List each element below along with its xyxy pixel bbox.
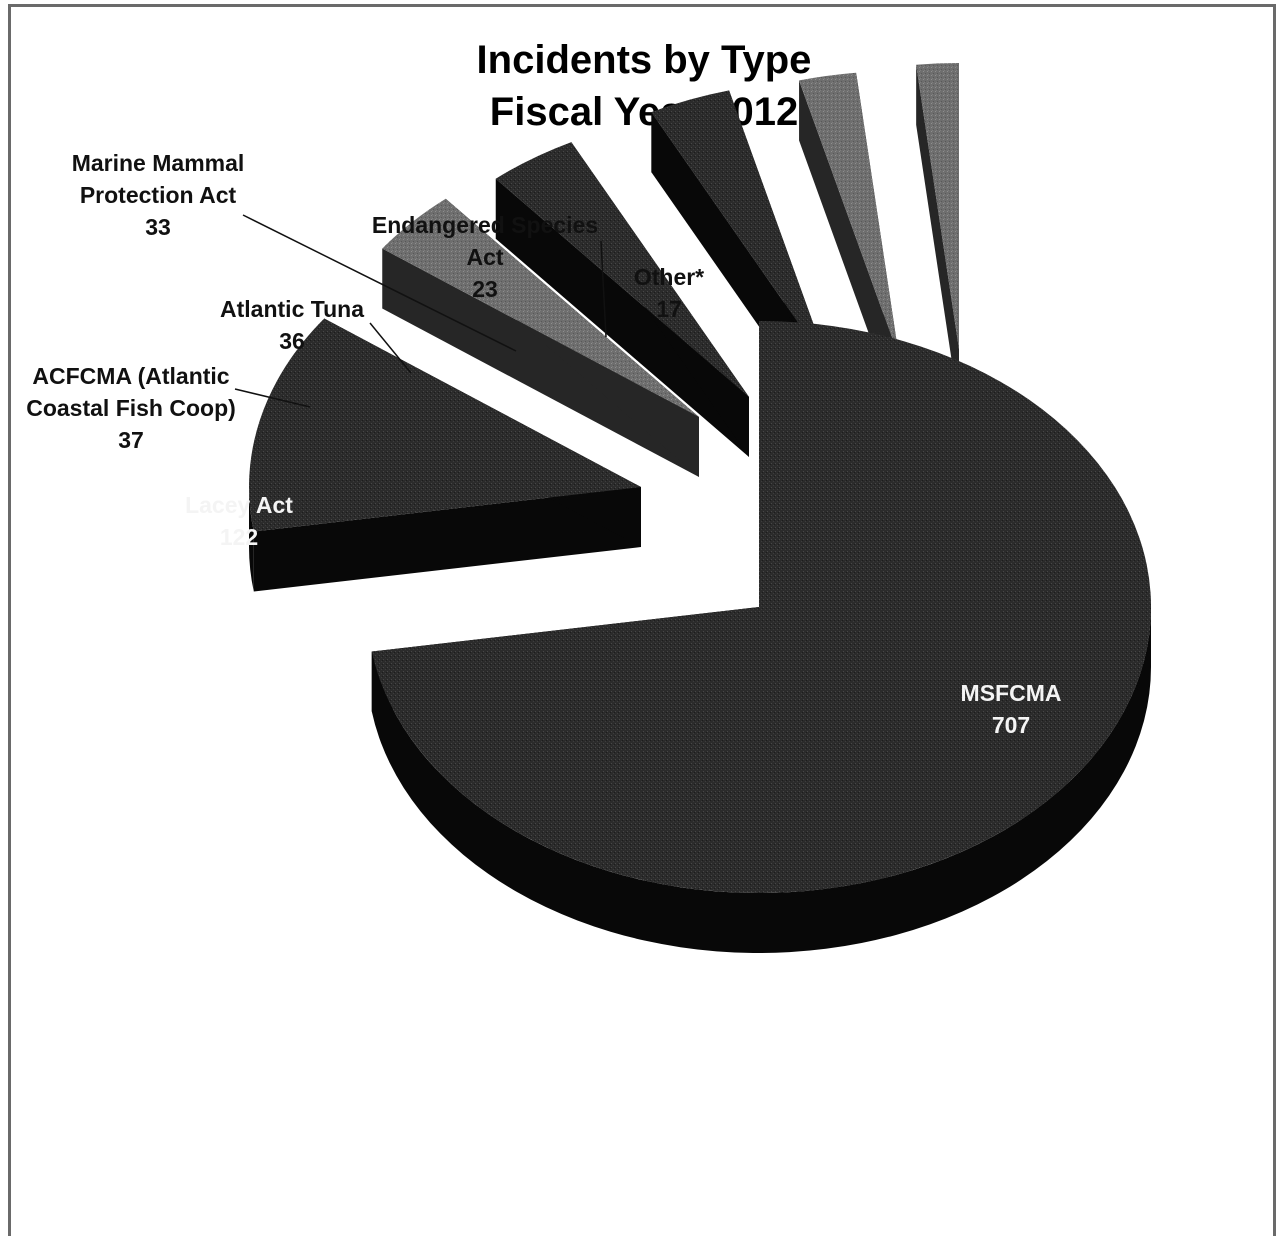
pie-slice-top	[799, 72, 899, 357]
slice-name-label: Endangered Species	[372, 212, 598, 238]
slice-name-label: Atlantic Tuna	[220, 296, 364, 322]
slice-value-label: 707	[992, 712, 1030, 738]
chart-frame: Incidents by Type Fiscal Year 2012 MSFCM…	[8, 4, 1276, 1236]
slice-value-label: 122	[220, 524, 258, 550]
leader-line	[234, 388, 311, 408]
pie-slice-top	[495, 142, 749, 397]
pie-slice-top	[249, 318, 641, 532]
pie-slice	[382, 198, 699, 477]
pie-slice-side	[371, 607, 1152, 954]
pie-slice	[916, 62, 959, 410]
slice-labels: MSFCMA 707 Lacey Act 122 ACFCMA (Atlantic Coa…	[26, 150, 1061, 738]
pie-slice	[371, 321, 1152, 954]
pie-slice-face	[799, 80, 899, 418]
chart-title-line-2: Fiscal Year 2012	[490, 90, 798, 134]
slice-name-label: MSFCMA	[961, 680, 1062, 706]
leader-line	[600, 240, 607, 338]
pie-slice-face	[916, 64, 959, 410]
slice-value-label: 37	[118, 427, 144, 453]
slice-name-label: Marine Mammal	[72, 150, 245, 176]
leader-line	[369, 322, 412, 374]
pie-slice-face	[382, 248, 699, 477]
slice-value-label: 33	[145, 214, 171, 240]
pie-slices	[249, 62, 1152, 954]
pie-slice-top	[382, 198, 699, 417]
pie-slice	[799, 72, 899, 418]
pie-slice-top	[371, 321, 1152, 893]
pie-slice-top	[916, 62, 959, 349]
slice-name-label: Other*	[634, 264, 704, 290]
pie-chart: Incidents by Type Fiscal Year 2012 MSFCM…	[26, 38, 1152, 954]
pie-slice-top	[651, 90, 829, 368]
leader-lines	[234, 214, 607, 408]
slice-value-label: 23	[472, 276, 498, 302]
slice-name-label: Coastal Fish Coop)	[26, 395, 236, 421]
slice-value-label: 17	[656, 296, 682, 322]
leader-line	[242, 214, 517, 352]
slice-name-label: Protection Act	[80, 182, 237, 208]
pie-slice-face	[253, 487, 641, 592]
chart-title-line-1: Incidents by Type	[477, 38, 812, 82]
slice-name-label: ACFCMA (Atlantic	[32, 363, 229, 389]
slice-name-label: Lacey Act	[185, 492, 293, 518]
slice-value-label: 36	[279, 328, 305, 354]
pie-slice	[249, 318, 641, 592]
pie-slice-side	[249, 487, 254, 592]
pie-slice-face	[495, 178, 749, 457]
slice-name-label: Act	[466, 244, 503, 270]
pie-slice	[495, 142, 749, 457]
